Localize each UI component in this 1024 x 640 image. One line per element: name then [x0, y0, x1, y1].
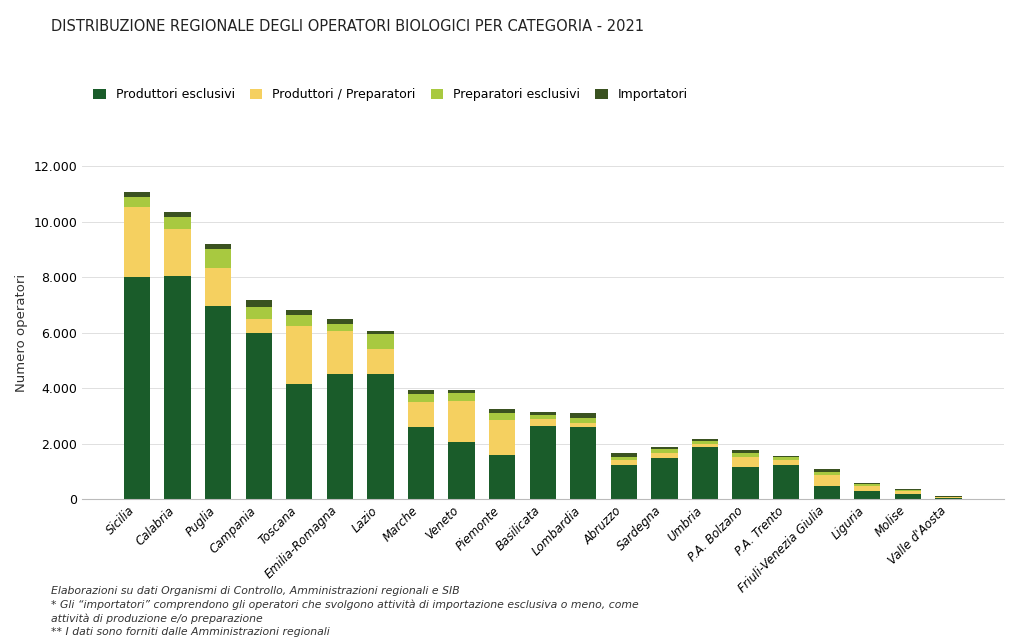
Bar: [205, 244, 231, 249]
Bar: [286, 384, 312, 499]
Bar: [408, 390, 434, 394]
Bar: [286, 310, 312, 316]
Bar: [529, 415, 556, 419]
Bar: [124, 277, 151, 499]
Bar: [773, 457, 800, 460]
Bar: [286, 326, 312, 384]
Bar: [935, 498, 962, 499]
Bar: [935, 497, 962, 498]
Bar: [489, 413, 515, 420]
Bar: [529, 412, 556, 415]
Bar: [327, 319, 353, 324]
Bar: [165, 212, 190, 217]
Bar: [651, 447, 678, 449]
Bar: [854, 484, 881, 486]
Text: Elaborazioni su dati Organismi di Controllo, Amministrazioni regionali e SIB
* G: Elaborazioni su dati Organismi di Contro…: [51, 586, 639, 637]
Bar: [368, 349, 393, 374]
Bar: [449, 393, 475, 401]
Bar: [570, 418, 596, 424]
Bar: [246, 333, 272, 499]
Bar: [610, 457, 637, 460]
Bar: [449, 401, 475, 442]
Bar: [692, 441, 718, 444]
Bar: [813, 486, 840, 499]
Bar: [813, 476, 840, 486]
Bar: [610, 453, 637, 457]
Bar: [205, 249, 231, 268]
Bar: [246, 300, 272, 307]
Bar: [408, 427, 434, 499]
Bar: [773, 465, 800, 499]
Bar: [732, 457, 759, 467]
Bar: [205, 268, 231, 307]
Bar: [246, 307, 272, 319]
Bar: [489, 455, 515, 499]
Bar: [449, 390, 475, 393]
Bar: [773, 456, 800, 457]
Bar: [895, 492, 921, 494]
Bar: [124, 197, 151, 207]
Bar: [895, 489, 921, 490]
Bar: [854, 483, 881, 484]
Bar: [327, 324, 353, 332]
Bar: [124, 192, 151, 197]
Bar: [408, 402, 434, 427]
Bar: [692, 444, 718, 447]
Bar: [165, 217, 190, 228]
Bar: [165, 276, 190, 499]
Bar: [489, 420, 515, 455]
Y-axis label: Numero operatori: Numero operatori: [14, 274, 28, 392]
Bar: [813, 469, 840, 472]
Bar: [529, 419, 556, 426]
Bar: [368, 331, 393, 334]
Bar: [773, 460, 800, 465]
Bar: [610, 460, 637, 465]
Bar: [368, 334, 393, 349]
Bar: [246, 319, 272, 333]
Bar: [489, 409, 515, 413]
Bar: [570, 413, 596, 418]
Bar: [895, 490, 921, 492]
Bar: [732, 451, 759, 453]
Bar: [449, 442, 475, 499]
Bar: [286, 316, 312, 326]
Bar: [408, 394, 434, 402]
Bar: [570, 427, 596, 499]
Bar: [610, 465, 637, 499]
Bar: [732, 467, 759, 499]
Legend: Produttori esclusivi, Produttori / Preparatori, Preparatori esclusivi, Importato: Produttori esclusivi, Produttori / Prepa…: [88, 83, 693, 106]
Bar: [327, 374, 353, 499]
Bar: [529, 426, 556, 499]
Bar: [651, 458, 678, 499]
Bar: [692, 439, 718, 441]
Bar: [368, 374, 393, 499]
Bar: [651, 449, 678, 452]
Bar: [651, 452, 678, 458]
Text: DISTRIBUZIONE REGIONALE DEGLI OPERATORI BIOLOGICI PER CATEGORIA - 2021: DISTRIBUZIONE REGIONALE DEGLI OPERATORI …: [51, 19, 644, 34]
Bar: [165, 228, 190, 276]
Bar: [327, 332, 353, 374]
Bar: [732, 453, 759, 457]
Bar: [854, 486, 881, 491]
Bar: [570, 424, 596, 427]
Bar: [205, 307, 231, 499]
Bar: [854, 491, 881, 499]
Bar: [895, 494, 921, 499]
Bar: [692, 447, 718, 499]
Bar: [813, 472, 840, 476]
Bar: [124, 207, 151, 277]
